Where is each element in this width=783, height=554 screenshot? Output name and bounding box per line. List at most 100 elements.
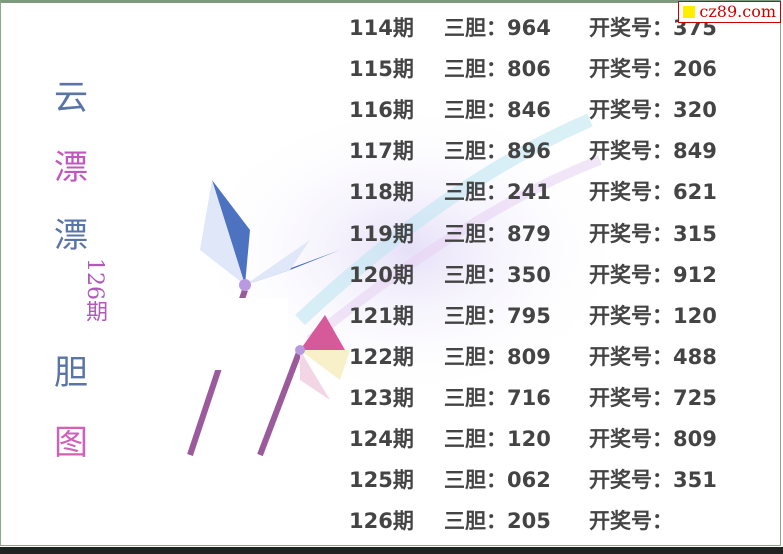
- title-char-4: 胆: [54, 353, 88, 393]
- draw-number: 120: [673, 303, 717, 328]
- draw-value: 开奖号：120: [589, 301, 717, 331]
- dan-value: 三胆：120: [444, 424, 551, 454]
- period-label-vertical: 126期: [82, 258, 107, 322]
- period: 114期: [349, 16, 414, 40]
- dan-value: 三胆：795: [444, 301, 551, 331]
- draw-value: 开奖号：315: [589, 219, 717, 249]
- period: 125期: [349, 468, 414, 493]
- watermark-square-icon: [683, 6, 696, 18]
- dan-label: 三胆：: [444, 385, 507, 410]
- draw-label: 开奖号：: [589, 385, 673, 410]
- draw-label: 开奖号：: [589, 509, 673, 534]
- draw-label: 开奖号：: [589, 180, 673, 205]
- dan-label: 三胆：: [444, 16, 507, 40]
- period: 121期: [349, 303, 414, 328]
- dan-label: 三胆：: [444, 427, 507, 451]
- dan-label: 三胆：: [444, 180, 507, 205]
- dan-label: 三胆：: [444, 509, 507, 534]
- dan-number: 716: [507, 385, 551, 410]
- draw-label: 开奖号：: [589, 57, 673, 82]
- blank-patch: [140, 298, 288, 370]
- period: 123期: [349, 385, 414, 410]
- draw-label: 开奖号：: [589, 221, 673, 246]
- dan-number: 896: [507, 139, 551, 164]
- period: 116期: [349, 98, 414, 123]
- draw-number: 351: [673, 468, 717, 493]
- title-char-1: 云: [54, 78, 88, 118]
- period: 124期: [349, 427, 414, 451]
- draw-value: 开奖号：488: [589, 342, 717, 372]
- draw-label: 开奖号：: [589, 427, 673, 451]
- dan-number: 846: [507, 98, 551, 123]
- watermark-text: cz89.com: [699, 2, 776, 21]
- title-char-5: 图: [54, 423, 88, 463]
- dan-label: 三胆：: [444, 57, 507, 82]
- draw-number: 488: [673, 344, 717, 369]
- draw-label: 开奖号：: [589, 262, 673, 287]
- draw-value: 开奖号：809: [589, 424, 717, 454]
- draw-label: 开奖号：: [589, 468, 673, 493]
- dan-number: 806: [507, 57, 551, 82]
- dan-value: 三胆：205: [444, 506, 551, 536]
- dan-value: 三胆：806: [444, 54, 551, 84]
- draw-value: 开奖号：: [589, 506, 673, 536]
- dan-label: 三胆：: [444, 344, 507, 369]
- draw-number: 809: [673, 427, 717, 451]
- period: 122期: [349, 344, 414, 369]
- dan-number: 879: [507, 221, 551, 246]
- dan-label: 三胆：: [444, 98, 507, 123]
- dan-value: 三胆：846: [444, 95, 551, 125]
- draw-value: 开奖号：725: [589, 383, 717, 413]
- dan-value: 三胆：809: [444, 342, 551, 372]
- dan-number: 964: [507, 16, 551, 40]
- bottom-bar: [0, 547, 783, 554]
- title-char-3: 漂: [54, 216, 88, 256]
- period: 126期: [349, 509, 414, 534]
- dan-value: 三胆：062: [444, 465, 551, 495]
- dan-number: 795: [507, 303, 551, 328]
- draw-label: 开奖号：: [589, 16, 673, 40]
- title-char-2: 漂: [54, 148, 88, 188]
- watermark: cz89.com: [678, 1, 781, 23]
- dan-number: 350: [507, 262, 551, 287]
- dan-number: 120: [507, 427, 551, 451]
- draw-number: 725: [673, 385, 717, 410]
- period: 118期: [349, 180, 414, 205]
- period: 120期: [349, 262, 414, 287]
- draw-value: 开奖号：206: [589, 54, 717, 84]
- dan-label: 三胆：: [444, 139, 507, 164]
- dan-label: 三胆：: [444, 221, 507, 246]
- draw-value: 开奖号：351: [589, 465, 717, 495]
- dan-label: 三胆：: [444, 468, 507, 493]
- dan-label: 三胆：: [444, 303, 507, 328]
- dan-number: 205: [507, 509, 551, 534]
- dan-value: 三胆：896: [444, 136, 551, 166]
- draw-number: 912: [673, 262, 717, 287]
- period: 115期: [349, 57, 414, 82]
- draw-label: 开奖号：: [589, 139, 673, 164]
- dan-label: 三胆：: [444, 262, 507, 287]
- draw-label: 开奖号：: [589, 303, 673, 328]
- dan-number: 241: [507, 180, 551, 205]
- period: 117期: [349, 139, 414, 164]
- draw-number: 621: [673, 180, 717, 205]
- draw-value: 开奖号：621: [589, 177, 717, 207]
- dan-value: 三胆：879: [444, 219, 551, 249]
- draw-label: 开奖号：: [589, 98, 673, 123]
- draw-number: 315: [673, 221, 717, 246]
- dan-number: 062: [507, 468, 551, 493]
- dan-value: 三胆：716: [444, 383, 551, 413]
- dan-value: 三胆：350: [444, 260, 551, 290]
- draw-value: 开奖号：849: [589, 136, 717, 166]
- dan-value: 三胆：241: [444, 177, 551, 207]
- dan-number: 809: [507, 344, 551, 369]
- draw-number: 320: [673, 98, 717, 123]
- draw-number: 206: [673, 57, 717, 82]
- draw-value: 开奖号：320: [589, 95, 717, 125]
- dan-value: 三胆：964: [444, 13, 551, 43]
- period: 119期: [349, 221, 414, 246]
- draw-label: 开奖号：: [589, 344, 673, 369]
- draw-value: 开奖号：912: [589, 260, 717, 290]
- draw-number: 849: [673, 139, 717, 164]
